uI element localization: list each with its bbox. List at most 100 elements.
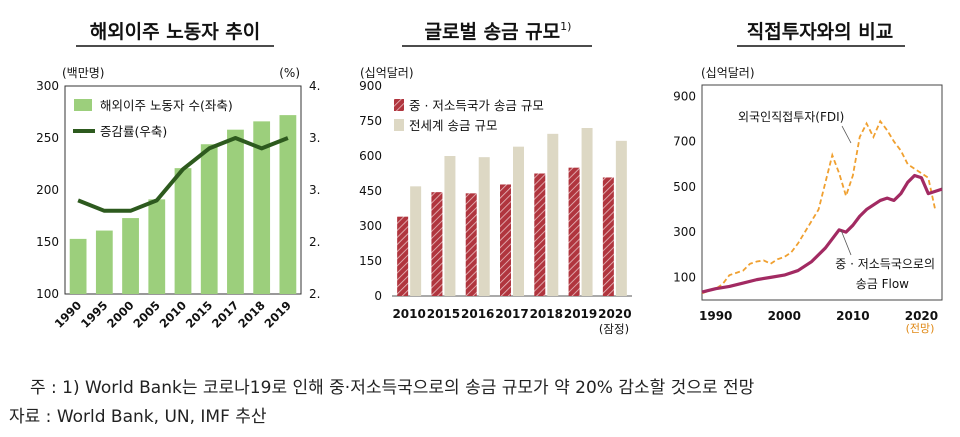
chart2-title: 글로벌 송금 규모1) (425, 20, 572, 43)
chart3-y-tick: 700 (673, 135, 696, 149)
chart1-legend: 해외이주 노동자 수(좌축) 증감률(우축) (73, 98, 233, 139)
chart2-x-tick: 2016 (461, 307, 494, 321)
chart3-label-remit-line2: 송금 Flow (856, 277, 909, 291)
chart3-x-ticks: 1990 2000 2010 2020 (699, 309, 938, 323)
chart2-unit: (십억달러) (360, 66, 414, 80)
chart1-right-tick: 2.5 (309, 235, 320, 249)
chart1-x-tick: 2015 (183, 298, 216, 331)
legend-label-world: 전세계 송금 규모 (409, 118, 497, 133)
chart1-bar (279, 115, 297, 295)
chart2-x-tick: 2020 (598, 307, 631, 321)
chart1-right-unit: (%) (279, 66, 300, 80)
chart2-bar-low-income (602, 177, 614, 296)
chart2-x-tick: 2017 (495, 307, 528, 321)
legend-label-growth: 증감률(우축) (100, 124, 167, 139)
chart2-bar-low-income (568, 167, 580, 296)
chart2-title-text: 글로벌 송금 규모 (425, 21, 561, 43)
chart2-bar-world (410, 186, 422, 296)
chart2-x-tick: 2010 (392, 307, 425, 321)
chart1-bar (148, 199, 166, 294)
footnote: 주 : 1) World Bank는 코로나19로 인해 중·저소득국으로의 송… (30, 378, 755, 398)
chart1-left-tick: 150 (36, 235, 59, 249)
chart2-y-tick: 0 (374, 289, 382, 303)
chart1-bar (227, 129, 244, 294)
chart3-unit: (십억달러) (701, 66, 755, 80)
chart1-left-ticks: 100 150 200 250 300 (36, 79, 59, 301)
chart3-x-tick: 2000 (768, 309, 801, 323)
chart2-bar-world (547, 133, 559, 296)
chart3-label-fdi: 외국인직접투자(FDI) (738, 110, 844, 124)
chart2-x-tick: 2018 (530, 307, 563, 321)
chart1-bar (122, 218, 139, 294)
chart3-fdi-line (701, 119, 937, 295)
chart2-bar-low-income (397, 216, 409, 296)
chart1-left-unit: (백만명) (62, 66, 104, 80)
chart1-x-tick: 1995 (78, 298, 111, 331)
chart1-left-tick: 200 (36, 183, 59, 197)
chart1-x-tick: 2000 (104, 298, 137, 331)
chart1-left-tick: 300 (36, 79, 59, 93)
chart2-x-note: (잠정) (599, 322, 629, 336)
chart2-bar-low-income (534, 173, 546, 296)
chart1-line (77, 136, 289, 213)
chart1-bar (95, 230, 113, 294)
chart1-right-tick: 3.0 (309, 183, 320, 197)
chart2-bar-low-income (500, 184, 511, 296)
chart1-right-ticks: 2.0 2.5 3.0 3.5 4.0 (309, 79, 320, 301)
chart2-bar-world (513, 146, 524, 296)
chart1-x-tick: 2017 (209, 298, 242, 331)
legend-swatch-low-income (394, 99, 404, 111)
chart2-legend: 중 · 저소득국가 송금 규모 전세계 송금 규모 (394, 98, 544, 133)
chart1-right-tick: 4.0 (309, 79, 320, 93)
source-note: 자료 : World Bank, UN, IMF 추산 (9, 407, 267, 427)
chart3-pointer-remit (840, 229, 852, 256)
chart2-bar-world (615, 140, 627, 296)
chart1-bar (174, 168, 192, 294)
chart1-bar (253, 121, 271, 294)
chart-migrant-workers: 해외이주 노동자 추이 (백만명) (%) 100 150 200 250 300 2.… (36, 21, 320, 331)
chart1-x-tick: 2018 (235, 298, 268, 331)
chart3-remittance-line (701, 173, 943, 294)
chart1-x-tick: 2019 (261, 298, 294, 331)
chart2-y-tick: 750 (359, 114, 382, 128)
chart1-x-tick: 2010 (157, 298, 190, 331)
chart1-bar (69, 238, 87, 294)
legend-label-workers: 해외이주 노동자 수(좌축) (100, 98, 233, 113)
chart-global-remittance: 글로벌 송금 규모1) (십억달러) 0 150 300 450 600 750 900 2… (359, 20, 632, 336)
chart1-x-tick: 1990 (52, 298, 85, 331)
chart3-x-tick: 1990 (699, 309, 732, 323)
legend-swatch-workers (74, 99, 92, 111)
chart3-pointer-fdi (841, 125, 852, 144)
chart2-y-tick: 150 (359, 254, 382, 268)
chart3-title: 직접투자와의 비교 (747, 21, 893, 43)
chart3-y-tick: 300 (673, 225, 696, 239)
chart-fdi-comparison: 직접투자와의 비교 (십억달러) 100 300 500 700 900 1990 200… (673, 21, 943, 335)
chart2-x-ticks: 2010 2015 2016 2017 2018 2019 2020 (392, 307, 631, 321)
chart2-bar-low-income (431, 192, 443, 296)
chart1-growth-line (77, 136, 289, 213)
chart2-x-tick: 2019 (564, 307, 597, 321)
chart3-label-remit-line1: 중 · 저소득국으로의 (835, 257, 935, 271)
chart2-bar-world (478, 157, 490, 296)
chart3-x-note: (전망) (906, 322, 935, 335)
chart3-y-tick: 900 (673, 89, 696, 103)
chart1-bar (200, 144, 218, 294)
chart1-right-tick: 3.5 (309, 131, 320, 145)
chart2-y-tick: 300 (359, 219, 382, 233)
chart2-y-tick: 900 (359, 79, 382, 93)
chart2-bar-world (581, 128, 593, 296)
chart1-bars (69, 115, 297, 295)
chart3-x-tick: 2020 (905, 309, 938, 323)
legend-label-low-income: 중 · 저소득국가 송금 규모 (409, 98, 544, 113)
chart2-bar-world (444, 156, 456, 296)
chart2-y-tick: 600 (359, 149, 382, 163)
chart3-y-ticks: 100 300 500 700 900 (673, 89, 696, 284)
legend-swatch-world (394, 119, 404, 131)
chart2-y-ticks: 0 150 300 450 600 750 900 (359, 79, 382, 303)
chart3-y-tick: 100 (673, 270, 696, 284)
chart2-bars (397, 128, 627, 296)
chart3-x-tick: 2010 (836, 309, 869, 323)
chart1-title: 해외이주 노동자 추이 (90, 21, 261, 43)
chart1-right-tick: 2.0 (309, 287, 320, 301)
